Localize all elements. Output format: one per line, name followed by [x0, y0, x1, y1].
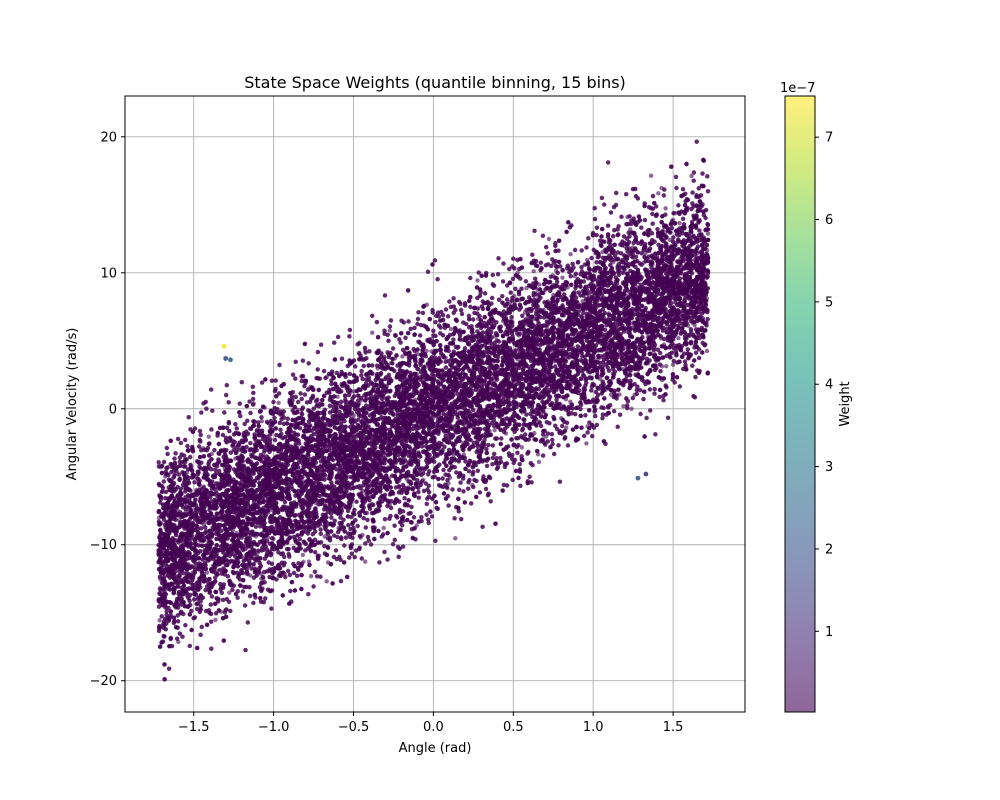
- scatter-point: [560, 275, 565, 280]
- scatter-points: [156, 139, 711, 682]
- scatter-point: [531, 269, 536, 274]
- scatter-point: [524, 286, 529, 291]
- scatter-point: [536, 459, 542, 465]
- scatter-point: [519, 445, 524, 450]
- scatter-point: [670, 362, 676, 367]
- scatter-point: [259, 419, 264, 424]
- scatter-point: [306, 559, 312, 564]
- scatter-point: [621, 404, 626, 409]
- scatter-point: [308, 574, 314, 579]
- scatter-point: [704, 348, 710, 354]
- scatter-point: [363, 559, 368, 564]
- scatter-point: [213, 617, 218, 623]
- scatter-point: [400, 354, 405, 359]
- scatter-point: [492, 428, 497, 433]
- scatter-point: [370, 330, 375, 335]
- scatter-point: [335, 394, 340, 399]
- scatter-point: [448, 326, 454, 332]
- scatter-point: [705, 231, 711, 236]
- scatter-point: [206, 434, 211, 439]
- scatter-point: [656, 191, 661, 196]
- scatter-point: [276, 400, 281, 405]
- scatter-point: [475, 278, 480, 283]
- scatter-point: [453, 536, 458, 541]
- scatter-point: [568, 252, 573, 257]
- scatter-point: [663, 206, 668, 211]
- scatter-point: [300, 552, 305, 558]
- scatter-point: [564, 425, 569, 430]
- scatter-point: [387, 328, 392, 333]
- scatter-point: [157, 618, 162, 623]
- scatter-point: [628, 227, 633, 232]
- scatter-point: [227, 590, 232, 595]
- scatter-point: [324, 579, 329, 584]
- scatter-point: [677, 220, 682, 226]
- scatter-point: [381, 525, 386, 531]
- scatter-point: [322, 534, 327, 539]
- scatter-point: [689, 173, 694, 179]
- scatter-point: [204, 570, 210, 575]
- scatter-point: [648, 173, 654, 178]
- scatter-point: [629, 406, 634, 411]
- scatter-point: [424, 348, 429, 353]
- chart-title: State Space Weights (quantile binning, 1…: [244, 73, 626, 92]
- scatter-point: [664, 364, 669, 369]
- scatter-point: [676, 336, 681, 341]
- scatter-point: [546, 236, 552, 242]
- scatter-point: [584, 441, 589, 446]
